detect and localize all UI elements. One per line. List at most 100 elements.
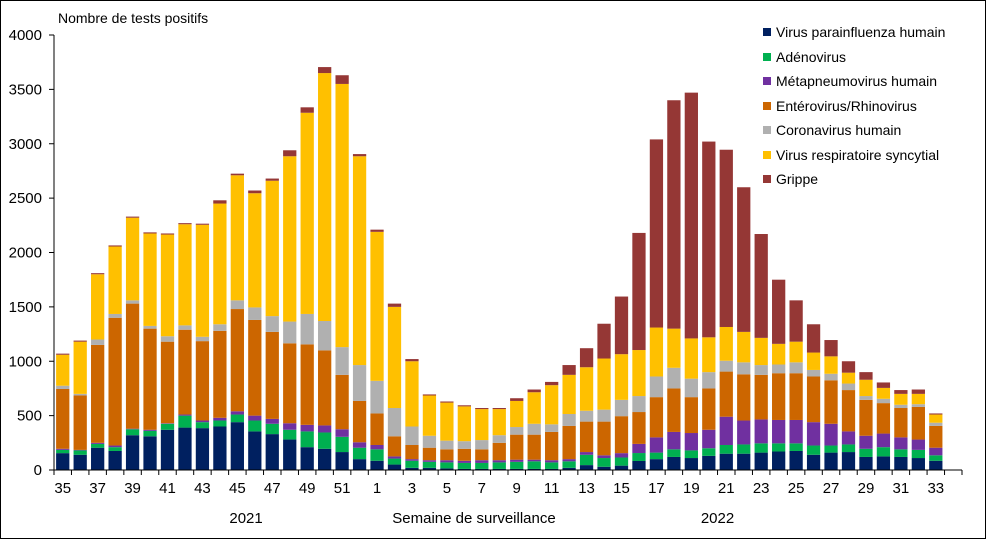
bar-segment [702,337,716,373]
bar-segment [91,442,105,444]
bar-stack-week-25 [789,300,803,470]
bar-segment [841,372,856,384]
bar-segment [457,405,471,407]
bar-segment [754,452,768,470]
bar-stack-week-24 [772,279,786,470]
bar-segment [91,339,105,345]
bar-segment [73,341,87,394]
bar-segment [178,325,192,330]
bar-segment [492,408,506,410]
bar-segment [56,388,70,449]
bar-segment [545,381,559,386]
bar-segment [387,464,402,470]
bar-segment [248,193,262,308]
bar-stack-week-51 [335,75,349,470]
bar-segment [283,429,297,440]
bar-segment [440,440,454,450]
bar-segment [859,448,873,457]
legend-label: Virus respiratoire syncytial [776,146,940,163]
bar-segment [56,385,70,389]
bar-stack-week-14 [597,323,611,470]
bar-segment [370,413,384,445]
bar-segment [545,385,559,425]
bar-segment [91,447,105,470]
bar-segment [824,340,838,357]
bar-segment [265,316,279,332]
bar-segment [510,468,524,470]
bar-segment [440,468,454,470]
bar-segment [824,452,838,470]
x-tick-label: 15 [613,480,630,497]
x-tick-label: 23 [753,480,770,497]
bar-segment [335,452,349,470]
bar-segment [213,426,227,470]
bar-segment [91,443,105,448]
bar-stack-week-1 [370,229,384,470]
bar-segment [702,141,716,338]
bar-segment [841,452,856,470]
bar-segment [230,422,244,470]
bar-segment [911,404,925,407]
bar-segment [73,340,87,342]
bars-layer [56,67,943,471]
bar-segment [125,303,140,429]
bar-segment [929,460,943,470]
bar-segment [684,450,698,459]
bar-segment [824,423,838,446]
bar-segment [667,328,681,368]
bar-segment [475,408,489,410]
bar-segment [806,369,821,377]
bar-segment [562,461,576,468]
bar-segment [527,461,541,469]
bar-segment [545,460,559,463]
bar-segment [562,413,576,426]
bar-segment [876,403,891,434]
bar-segment [230,414,244,423]
bar-segment [841,431,856,445]
legend-swatch [763,101,771,110]
x-tick-label: 25 [788,480,805,497]
bar-segment [91,274,105,340]
bar-segment [178,224,192,326]
bar-segment [929,413,943,415]
bar-segment [614,416,629,454]
bar-stack-week-2 [387,303,402,470]
bar-stack-week-42 [178,223,192,470]
bar-segment [73,393,87,396]
x-tick-label: 37 [89,480,106,497]
bar-segment [387,456,402,459]
bar-segment [475,440,489,450]
bar-segment [772,364,786,374]
legend-item: Virus respiratoire syncytial [763,143,945,168]
x-tick-label: 17 [648,480,665,497]
bar-segment [929,447,943,456]
bar-segment [335,75,349,84]
bar-segment [265,180,279,317]
bar-segment [352,365,367,401]
bar-segment [649,327,664,377]
bar-stack-week-39 [125,216,140,470]
bar-segment [195,336,210,342]
bar-segment [824,356,838,374]
bar-segment [859,456,873,470]
bar-segment [876,447,891,457]
bar-segment [195,341,210,421]
bar-segment [597,466,611,470]
bar-stack-week-49 [300,107,314,470]
bar-segment [649,437,664,453]
bar-segment [911,449,925,459]
bar-segment [265,178,279,181]
bar-segment [160,429,175,470]
bar-segment [283,156,297,322]
bar-segment [475,468,489,470]
bar-segment [387,436,402,457]
bar-segment [527,389,541,393]
bar-segment [73,395,87,450]
bar-segment [684,378,698,398]
bar-segment [789,300,803,342]
bar-stack-week-48 [283,150,297,470]
bar-segment [387,306,402,409]
bar-segment [335,83,349,348]
y-tick-label: 1500 [9,299,42,316]
bar-segment [318,425,332,433]
